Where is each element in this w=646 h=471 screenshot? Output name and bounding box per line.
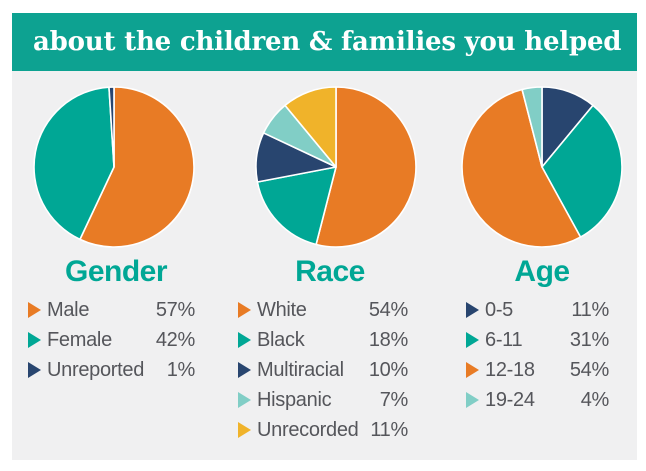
legend-label: Hispanic [257, 388, 332, 411]
pie-slice-white [315, 86, 417, 248]
page-title: about the children & families you helped [33, 27, 622, 57]
legend-row-12-18: 12-18 54% [466, 355, 609, 385]
legend-value: 18% [368, 328, 408, 351]
gender-pie-chart [33, 86, 195, 248]
gender-legend: Male 57% Female 42% Unreported 1% [28, 295, 195, 385]
pie-slice-12-18 [461, 88, 582, 248]
legend-label: White [257, 298, 307, 321]
legend-triangle-icon [466, 302, 479, 318]
chart-title-age: Age [514, 255, 570, 288]
legend-triangle-icon [466, 392, 479, 408]
pie-slice-male [79, 86, 195, 248]
pie-slice-19-24 [521, 86, 543, 168]
legend-row-unreported: Unreported 1% [28, 355, 195, 385]
chart-title-race: Race [295, 255, 365, 288]
race-pie-chart [255, 86, 417, 248]
legend-label: 0-5 [485, 298, 514, 321]
legend-triangle-icon [238, 362, 251, 378]
legend-label: 6-11 [485, 328, 523, 351]
legend-label: Multiracial [257, 358, 344, 381]
legend-row-unrecorded: Unrecorded 11% [238, 415, 408, 445]
legend-triangle-icon [466, 332, 479, 348]
legend-value: 11% [370, 418, 408, 441]
legend-value: 11% [571, 298, 609, 321]
legend-label: 19-24 [485, 388, 535, 411]
legend-row-hispanic: Hispanic 7% [238, 385, 408, 415]
legend-triangle-icon [28, 362, 41, 378]
legend-row-female: Female 42% [28, 325, 195, 355]
legend-value: 10% [368, 358, 408, 381]
legend-label: Unreported [47, 358, 145, 381]
age-pie-chart [461, 86, 623, 248]
legend-label: 12-18 [485, 358, 535, 381]
legend-triangle-icon [28, 332, 41, 348]
charts-area: Gender Race Age Male 57% Female 42% Unreport… [12, 71, 637, 460]
race-legend: White 54% Black 18% Multiracial 10% Hispanic 7%… [238, 295, 408, 445]
legend-label: Black [257, 328, 305, 351]
legend-label: Unrecorded [257, 418, 359, 441]
legend-value: 4% [580, 388, 610, 411]
legend-row-male: Male 57% [28, 295, 195, 325]
legend-value: 42% [155, 328, 195, 351]
legend-triangle-icon [238, 422, 251, 438]
legend-value: 54% [368, 298, 408, 321]
legend-row-white: White 54% [238, 295, 408, 325]
legend-label: Male [47, 298, 90, 321]
legend-row-black: Black 18% [238, 325, 408, 355]
pie-slice-unreported [108, 86, 115, 168]
pie-slice-unrecorded [284, 86, 337, 168]
pie-slice-6-11 [541, 104, 623, 238]
legend-triangle-icon [28, 302, 41, 318]
legend-value: 54% [569, 358, 609, 381]
legend-value: 1% [166, 358, 196, 381]
chart-title-gender: Gender [64, 255, 168, 288]
legend-row-19-24: 19-24 4% [466, 385, 609, 415]
legend-row-6-11: 6-11 31% [466, 325, 609, 355]
pie-slice-female [33, 86, 115, 241]
legend-triangle-icon [466, 362, 479, 378]
legend-triangle-icon [238, 392, 251, 408]
header-banner: about the children & families you helped [12, 13, 637, 71]
pie-slice-black [256, 166, 337, 246]
legend-value: 57% [155, 298, 195, 321]
legend-triangle-icon [238, 332, 251, 348]
age-legend: 0-5 11% 6-11 31% 12-18 54% 19-24 4% [466, 295, 609, 415]
legend-row-multiracial: Multiracial 10% [238, 355, 408, 385]
legend-row-0-5: 0-5 11% [466, 295, 609, 325]
legend-label: Female [47, 328, 112, 351]
legend-value: 7% [379, 388, 409, 411]
legend-triangle-icon [238, 302, 251, 318]
legend-value: 31% [569, 328, 609, 351]
